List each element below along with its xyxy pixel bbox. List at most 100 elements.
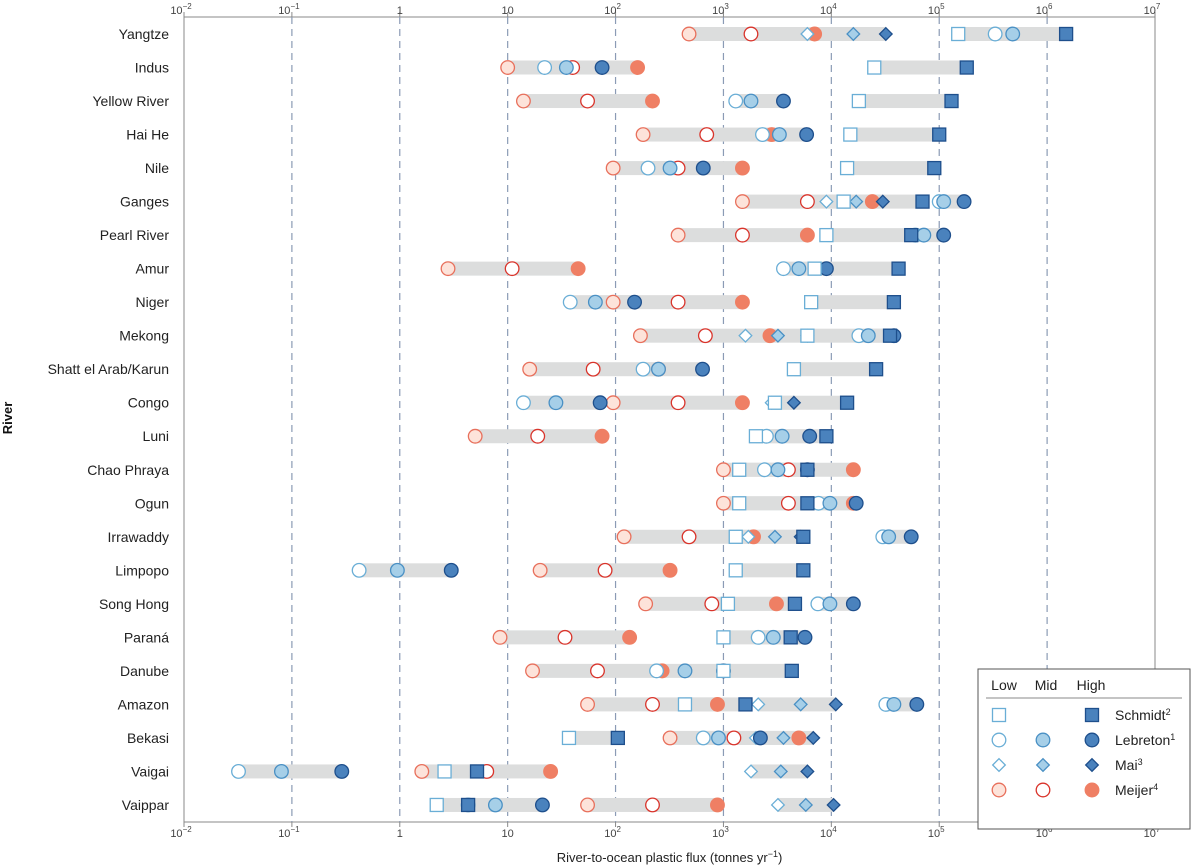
lebreton-marker	[799, 127, 815, 143]
meijer-marker	[726, 730, 742, 746]
range-bar	[436, 797, 469, 812]
mai-marker	[798, 797, 814, 813]
meijer-marker	[734, 294, 750, 310]
legend-schmidt-marker	[1084, 707, 1100, 723]
legend-mai-marker	[1084, 757, 1100, 773]
meijer-marker	[616, 529, 632, 545]
meijer-marker	[645, 797, 660, 813]
schmidt-marker	[728, 529, 743, 544]
river-row: Ogun	[135, 495, 864, 511]
river-row: Yangtze	[119, 26, 1074, 42]
river-label: Mekong	[119, 328, 169, 344]
lebreton-marker	[774, 428, 790, 444]
meijer-marker	[594, 428, 610, 444]
meijer-marker	[622, 629, 638, 645]
meijer-marker	[645, 696, 660, 712]
river-row: Mekong	[119, 328, 902, 344]
top-tick-label: 107	[1144, 2, 1161, 17]
meijer-marker	[704, 596, 720, 612]
meijer-marker	[590, 663, 605, 679]
schmidt-marker	[738, 697, 753, 712]
schmidt-marker	[836, 194, 851, 209]
mai-marker	[743, 764, 759, 779]
meijer-marker	[543, 763, 559, 779]
river-label: Irrawaddy	[108, 529, 169, 545]
lebreton-marker	[776, 261, 791, 277]
lebreton-marker	[822, 596, 838, 612]
lebreton-marker	[743, 93, 759, 109]
meijer-marker	[799, 227, 815, 243]
lebreton-marker	[845, 596, 861, 612]
meijer-marker	[697, 328, 713, 344]
river-row: Song Hong	[99, 596, 861, 612]
lebreton-marker	[770, 462, 786, 478]
top-tick-label: 10	[502, 5, 514, 17]
meijer-marker	[670, 294, 686, 310]
lebreton-marker	[273, 763, 289, 779]
meijer-marker	[710, 797, 725, 813]
mai-marker	[846, 26, 861, 42]
meijer-marker	[632, 328, 648, 344]
mai-marker	[826, 797, 841, 813]
bottom-tick-label: 10−1	[278, 825, 300, 840]
mai-marker	[770, 797, 786, 813]
river-row: Congo	[128, 395, 855, 411]
lebreton-marker	[649, 663, 665, 679]
lebreton-marker	[640, 160, 656, 176]
schmidt-marker	[561, 730, 577, 746]
river-label: Yangtze	[119, 26, 170, 42]
lebreton-marker	[765, 629, 781, 645]
lebreton-marker	[548, 395, 564, 411]
schmidt-marker	[839, 160, 855, 176]
lebreton-marker	[860, 328, 876, 344]
legend-label: Mai3	[1115, 757, 1143, 773]
meijer-marker	[492, 629, 508, 645]
lebreton-marker	[755, 127, 770, 143]
bottom-tick-label: 105	[928, 825, 945, 840]
mai-marker	[793, 697, 808, 712]
top-tick-label: 103	[712, 2, 729, 17]
lebreton-marker	[351, 562, 367, 578]
range-bar	[826, 228, 912, 243]
meijer-marker	[662, 562, 678, 578]
meijer-marker	[699, 127, 715, 143]
meijer-marker	[845, 462, 861, 478]
lebreton-marker	[757, 462, 772, 478]
river-row: Vaippar	[122, 797, 841, 813]
range-bar	[858, 94, 952, 109]
range-bar	[568, 730, 618, 745]
river-row: Pearl River	[100, 227, 952, 243]
top-tick-label: 10−2	[170, 2, 192, 17]
bottom-tick-label: 103	[712, 825, 729, 840]
meijer-marker	[530, 428, 546, 444]
range-bar	[811, 295, 894, 310]
river-label: Limpopo	[115, 562, 169, 578]
top-tick-label: 104	[820, 2, 837, 17]
schmidt-marker	[807, 261, 822, 276]
meijer-marker	[710, 696, 725, 712]
lebreton-marker	[334, 763, 350, 779]
meijer-marker	[799, 194, 815, 210]
range-bar	[793, 362, 877, 377]
mai-marker	[741, 529, 756, 545]
lebreton-marker	[594, 60, 610, 75]
legend-header: Mid	[1035, 677, 1058, 693]
schmidt-marker	[959, 60, 974, 75]
lebreton-marker	[1005, 26, 1021, 42]
range-bar	[774, 395, 848, 410]
schmidt-marker	[784, 663, 799, 679]
meijer-marker	[570, 261, 586, 277]
meijer-marker	[715, 495, 731, 511]
lebreton-marker	[677, 663, 693, 679]
schmidt-marker	[796, 529, 811, 544]
river-row: Hai He	[126, 127, 947, 143]
meijer-marker	[605, 294, 621, 310]
meijer-marker	[638, 596, 654, 612]
top-tick-label: 1	[397, 5, 403, 17]
range-bar	[723, 663, 792, 678]
schmidt-marker	[728, 563, 743, 578]
schmidt-marker	[1058, 26, 1074, 42]
legend-schmidt-marker	[991, 707, 1007, 723]
